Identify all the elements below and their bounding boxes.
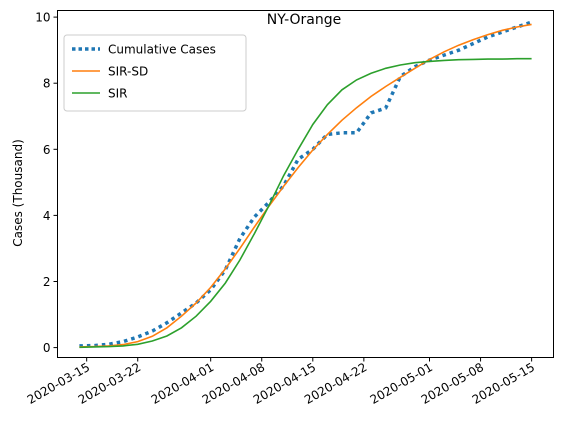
y-axis-label: Cases (Thousand) xyxy=(11,139,25,247)
legend: Cumulative Cases SIR-SD SIR xyxy=(63,34,247,112)
legend-label: SIR-SD xyxy=(108,65,148,79)
series-line-sir-sd xyxy=(79,23,532,348)
y-tick-label: 0 xyxy=(43,341,51,355)
plot-area xyxy=(79,20,533,349)
y-tick-label: 8 xyxy=(43,77,51,91)
y-tick-label: 10 xyxy=(35,11,50,25)
series-line-sir xyxy=(79,57,532,349)
series-line-cumulative-cases xyxy=(79,20,533,348)
legend-box xyxy=(63,34,247,112)
y-tick-label: 2 xyxy=(43,275,51,289)
y-tick-label: 4 xyxy=(43,209,51,223)
plot-frame xyxy=(57,10,554,358)
chart-title: NY-Orange xyxy=(267,12,342,28)
legend-label: SIR xyxy=(108,87,128,101)
legend-label: Cumulative Cases xyxy=(108,43,216,57)
y-tick-label: 6 xyxy=(43,143,51,157)
